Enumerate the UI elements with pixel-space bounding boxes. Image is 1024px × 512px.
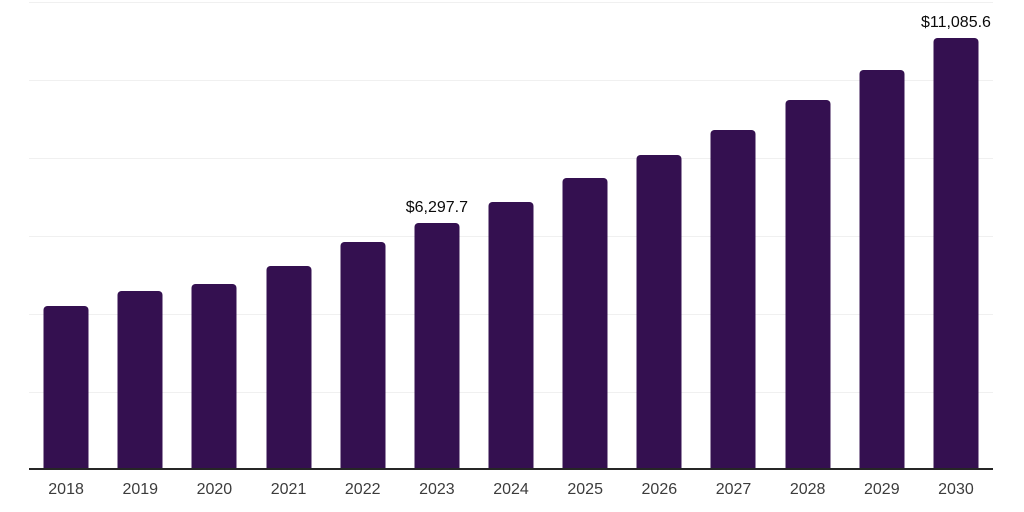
x-tick-2019: 2019 bbox=[122, 481, 159, 498]
bar-2021 bbox=[266, 266, 312, 468]
plot-area: $6,297.7 $11,085.6 bbox=[29, 2, 993, 470]
bar-slot-2030: $11,085.6 bbox=[919, 2, 993, 468]
x-tick-2021: 2021 bbox=[270, 481, 307, 498]
gridline-12000 bbox=[29, 2, 993, 3]
bar-2023: $6,297.7 bbox=[406, 199, 468, 468]
bar-2020 bbox=[191, 283, 237, 468]
bar-slot-2019 bbox=[103, 2, 177, 468]
x-tick-2028: 2028 bbox=[789, 481, 826, 498]
x-tick-2020: 2020 bbox=[196, 481, 233, 498]
x-tick-2025: 2025 bbox=[567, 481, 603, 498]
bar-slot-2028 bbox=[771, 2, 845, 468]
bar-2026 bbox=[636, 154, 682, 468]
x-tick-2030: 2030 bbox=[938, 481, 974, 498]
gridline-10000 bbox=[29, 80, 993, 81]
bar-slot-2023: $6,297.7 bbox=[400, 2, 474, 468]
bar-slot-2029 bbox=[845, 2, 919, 468]
bar-2027 bbox=[710, 129, 756, 468]
bar-2029 bbox=[859, 70, 905, 468]
bar-2025 bbox=[562, 178, 608, 468]
bar-slot-2027 bbox=[696, 2, 770, 468]
bar-2018 bbox=[43, 305, 89, 468]
bar-slot-2021 bbox=[251, 2, 325, 468]
bar-2024 bbox=[488, 202, 534, 468]
x-tick-2029: 2029 bbox=[864, 481, 900, 498]
value-label-2030: $11,085.6 bbox=[920, 13, 991, 31]
x-axis-labels: 2018 2019 2020 2021 2022 2023 2024 2025 2026 2027… bbox=[29, 479, 993, 501]
x-tick-2026: 2026 bbox=[641, 481, 678, 498]
bar-slot-2026 bbox=[622, 2, 696, 468]
x-tick-2018: 2018 bbox=[48, 481, 84, 498]
bar-2028 bbox=[785, 99, 831, 468]
bar-slot-2024 bbox=[474, 2, 548, 468]
x-tick-2024: 2024 bbox=[493, 481, 529, 498]
x-tick-2027: 2027 bbox=[715, 481, 752, 498]
bar-2030: $11,085.6 bbox=[921, 14, 991, 468]
bar-slot-2020 bbox=[177, 2, 251, 468]
value-label-2023: $6,297.7 bbox=[405, 199, 468, 217]
bar-slot-2018 bbox=[29, 2, 103, 468]
bar-2022 bbox=[340, 242, 386, 468]
bars: $6,297.7 $11,085.6 bbox=[29, 2, 993, 468]
bar-2019 bbox=[117, 290, 163, 468]
bar-slot-2025 bbox=[548, 2, 622, 468]
gridline-8000 bbox=[29, 158, 993, 159]
x-tick-2023: 2023 bbox=[419, 481, 455, 498]
x-tick-2022: 2022 bbox=[344, 481, 381, 498]
bar-slot-2022 bbox=[326, 2, 400, 468]
